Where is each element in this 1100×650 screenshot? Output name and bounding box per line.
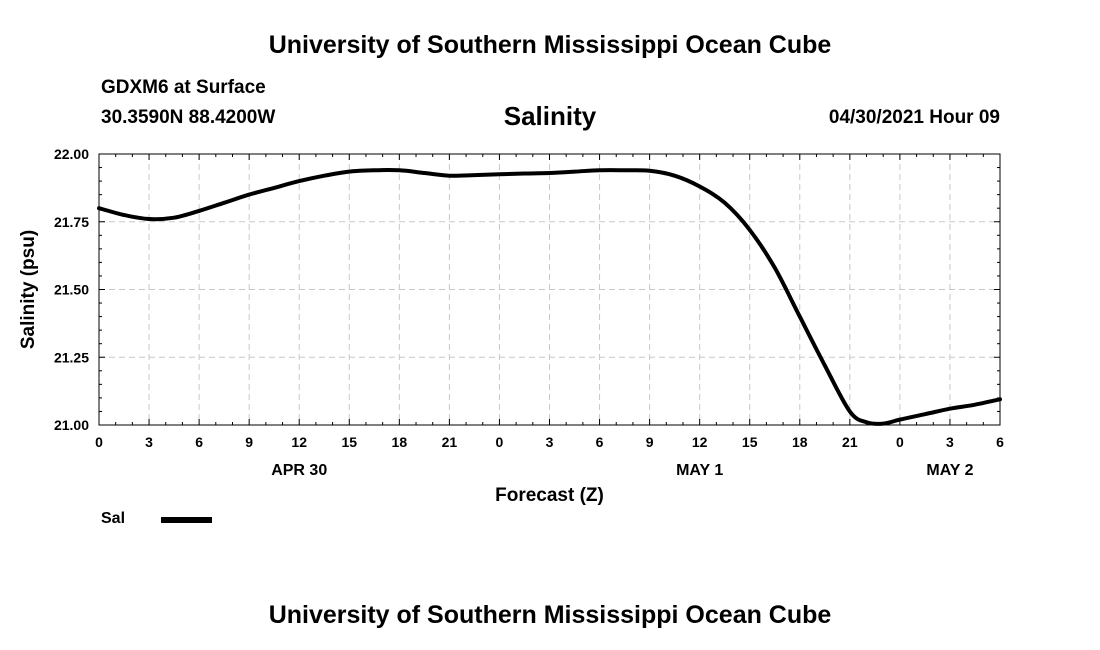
- x-tick-label: 0: [95, 434, 103, 450]
- y-tick-label: 21.25: [54, 349, 89, 365]
- x-tick-label: 6: [996, 434, 1004, 450]
- y-tick-label: 21.50: [54, 282, 89, 298]
- x-tick-label: 9: [646, 434, 654, 450]
- x-tick-label: 12: [291, 434, 307, 450]
- x-tick-label: 3: [145, 434, 153, 450]
- x-tick-label: 6: [195, 434, 203, 450]
- page-title: University of Southern Mississippi Ocean…: [268, 31, 832, 59]
- y-tick-label: 21.00: [54, 417, 89, 433]
- x-tick-label: 21: [842, 434, 858, 450]
- x-tick-label: 9: [245, 434, 253, 450]
- x-tick-label: 21: [442, 434, 458, 450]
- axis-labels: 0 3 6 9 12 15 18 21 0 3 6 9 12 15 18 21 0 3 6 21.00 21.25 21.…: [18, 146, 1004, 506]
- forecast-time: 04/30/2021 Hour 09: [828, 107, 1000, 128]
- series-layer: [97, 168, 1002, 426]
- x-tick-label: 12: [692, 434, 708, 450]
- footer-title: University of Southern Mississippi Ocean…: [268, 601, 832, 629]
- y-tick-label: 22.00: [54, 146, 89, 162]
- grid-lines: [99, 154, 1000, 425]
- x-tick-label: 18: [392, 434, 408, 450]
- chart-title: Salinity: [503, 101, 597, 131]
- series-line-sal: [97, 168, 1002, 426]
- y-tick-label: 21.75: [54, 214, 89, 230]
- y-axis-title: Salinity (psu): [18, 230, 39, 349]
- legend-label: Sal: [101, 510, 126, 527]
- x-tick-label: 0: [496, 434, 504, 450]
- x-tick-label: 3: [546, 434, 554, 450]
- x-tick-label: 3: [946, 434, 954, 450]
- x-tick-label: 6: [596, 434, 604, 450]
- legend-swatch: [161, 517, 212, 523]
- x-axis-title: Forecast (Z): [495, 485, 604, 506]
- station-coordinates: 30.3590N 88.4200W: [101, 107, 276, 128]
- x-tick-label: 15: [341, 434, 357, 450]
- plot-frame: [98, 153, 1001, 426]
- x-tick-label: 15: [742, 434, 758, 450]
- x-tick-label: 0: [896, 434, 904, 450]
- x-tick-label: 18: [792, 434, 808, 450]
- date-label: APR 30: [271, 462, 327, 479]
- station-name: GDXM6 at Surface: [101, 77, 266, 98]
- date-label: MAY 2: [926, 462, 973, 479]
- date-label: MAY 1: [676, 462, 723, 479]
